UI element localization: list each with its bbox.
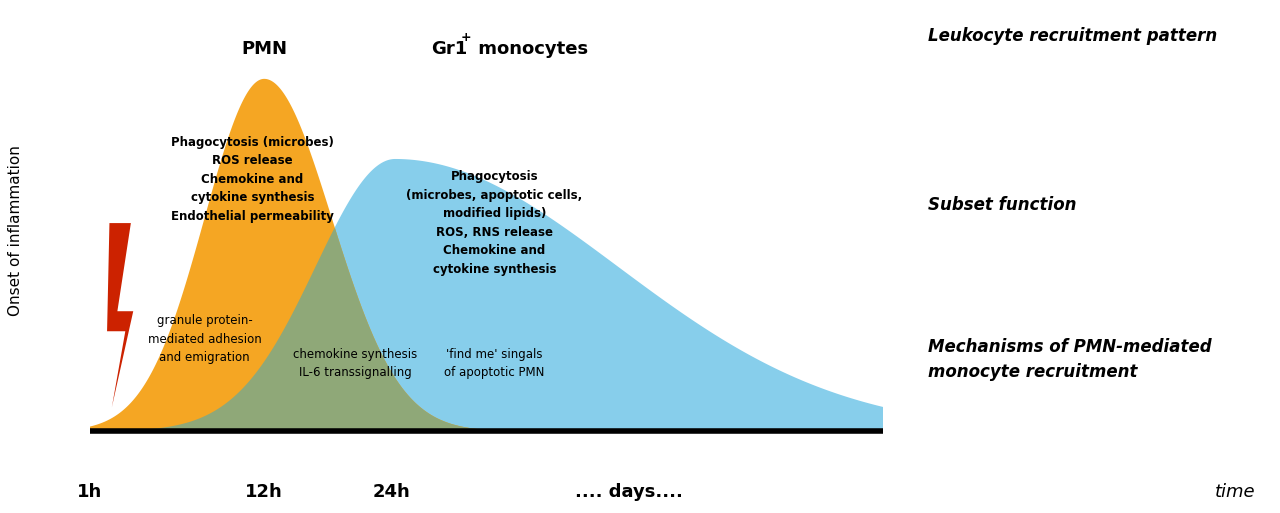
Text: 24h: 24h bbox=[372, 483, 410, 502]
Text: PMN: PMN bbox=[241, 40, 287, 58]
Text: Onset of inflammation: Onset of inflammation bbox=[8, 145, 23, 317]
Text: 1h: 1h bbox=[77, 483, 102, 502]
Text: chemokine synthesis
IL-6 transsignalling: chemokine synthesis IL-6 transsignalling bbox=[293, 347, 417, 379]
Polygon shape bbox=[108, 223, 133, 407]
Text: Phagocytosis
(microbes, apoptotic cells,
modified lipids)
ROS, RNS release
Chemo: Phagocytosis (microbes, apoptotic cells,… bbox=[406, 170, 582, 276]
Text: Leukocyte recruitment pattern: Leukocyte recruitment pattern bbox=[928, 27, 1217, 45]
Text: .... days....: .... days.... bbox=[575, 483, 684, 502]
Text: 12h: 12h bbox=[246, 483, 283, 502]
Text: Phagocytosis (microbes)
ROS release
Chemokine and
cytokine synthesis
Endothelial: Phagocytosis (microbes) ROS release Chem… bbox=[170, 135, 334, 223]
Polygon shape bbox=[90, 159, 883, 431]
Text: time: time bbox=[1215, 483, 1256, 502]
Polygon shape bbox=[90, 228, 883, 431]
Text: Subset function: Subset function bbox=[928, 196, 1076, 214]
Polygon shape bbox=[90, 79, 883, 431]
Text: Mechanisms of PMN-mediated
monocyte recruitment: Mechanisms of PMN-mediated monocyte recr… bbox=[928, 338, 1212, 381]
Text: Gr1: Gr1 bbox=[431, 40, 467, 58]
Text: granule protein-
mediated adhesion
and emigration: granule protein- mediated adhesion and e… bbox=[147, 314, 261, 364]
Text: +: + bbox=[461, 31, 471, 44]
Text: 'find me' singals
of apoptotic PMN: 'find me' singals of apoptotic PMN bbox=[444, 347, 544, 379]
Text: monocytes: monocytes bbox=[472, 40, 589, 58]
